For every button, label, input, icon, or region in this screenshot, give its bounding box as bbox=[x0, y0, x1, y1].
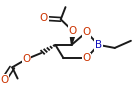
Text: O: O bbox=[0, 75, 8, 85]
Text: O: O bbox=[82, 27, 90, 37]
Text: O: O bbox=[69, 26, 77, 36]
Text: B: B bbox=[95, 40, 102, 50]
Polygon shape bbox=[70, 31, 76, 45]
Text: O: O bbox=[22, 54, 30, 64]
Text: O: O bbox=[82, 53, 90, 63]
Text: O: O bbox=[40, 13, 48, 23]
